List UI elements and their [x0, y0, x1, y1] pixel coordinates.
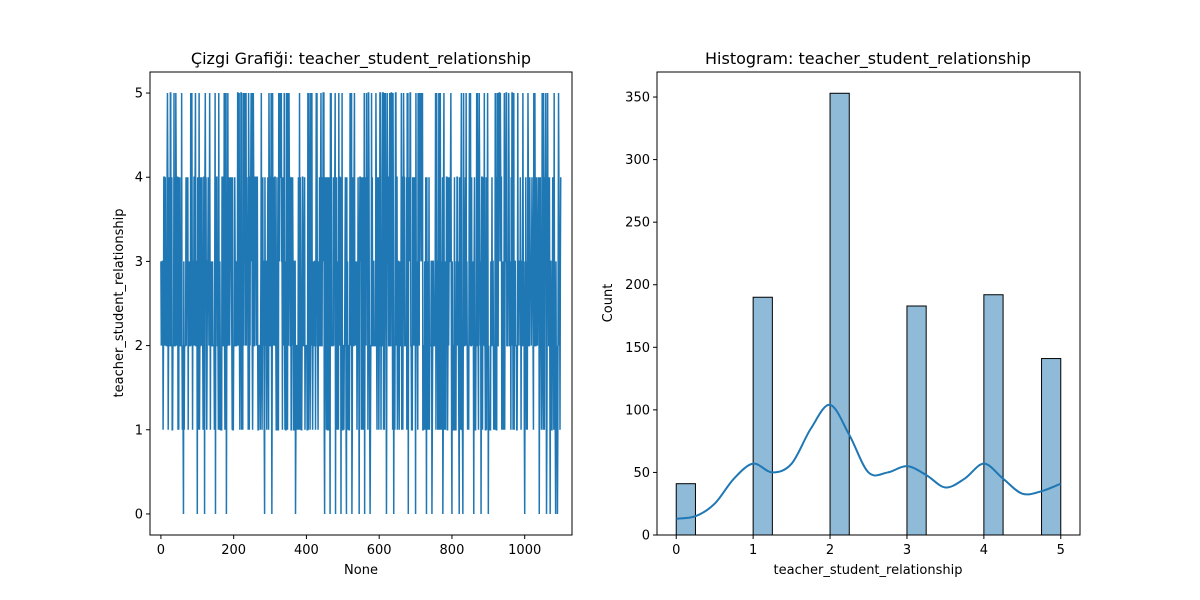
histogram-kde-curve	[676, 403, 1062, 520]
histogram-x-axis-label: teacher_student_relationship	[774, 563, 963, 578]
histogram-y-tick-label: 200	[625, 278, 650, 293]
histogram-bar	[1041, 358, 1062, 536]
histogram-bar	[675, 483, 696, 536]
line-chart: Çizgi Grafiği: teacher_student_relations…	[112, 49, 573, 578]
histogram-y-tick-label: 50	[633, 466, 650, 481]
histogram-chart: Histogram: teacher_student_relationship …	[601, 49, 1081, 578]
line-x-tick-label: 1000	[508, 543, 541, 558]
line-x-axis-label: None	[344, 563, 378, 578]
line-x-tick-label: 600	[367, 543, 392, 558]
histogram-y-tick-label: 100	[625, 403, 650, 418]
line-y-axis-label: teacher_student_relationship	[112, 209, 127, 398]
line-chart-title: Çizgi Grafiği: teacher_student_relations…	[191, 49, 531, 69]
histogram-y-tick-label: 250	[625, 216, 650, 231]
histogram-x-tick-label: 0	[672, 543, 680, 558]
histogram-x-tick-label: 3	[903, 543, 911, 558]
line-x-tick-label: 200	[221, 543, 246, 558]
line-y-tick-label: 2	[135, 339, 143, 354]
histogram-y-axis-label: Count	[601, 284, 616, 323]
histogram-bar	[752, 296, 773, 536]
line-plot-frame	[149, 71, 573, 536]
line-series-path	[160, 92, 562, 514]
line-x-tick-label: 800	[440, 543, 465, 558]
histogram-plot-frame	[656, 71, 1081, 536]
histogram-bar	[983, 294, 1004, 536]
histogram-x-tick-label: 1	[749, 543, 757, 558]
line-y-axis: 0 1 2 3 4 5	[135, 87, 150, 522]
histogram-x-tick-label: 2	[826, 543, 834, 558]
histogram-y-tick-label: 0	[642, 529, 650, 544]
histogram-bar	[906, 305, 927, 536]
histogram-y-tick-label: 300	[625, 153, 650, 168]
histogram-title: Histogram: teacher_student_relationship	[705, 49, 1031, 69]
line-x-tick-label: 400	[294, 543, 319, 558]
line-series	[160, 92, 562, 514]
histogram-x-axis: 0 1 2 3 4 5	[672, 535, 1065, 558]
histogram-x-tick-label: 5	[1057, 543, 1065, 558]
line-y-tick-label: 4	[135, 171, 143, 186]
line-y-tick-label: 0	[135, 507, 143, 522]
histogram-x-tick-label: 4	[980, 543, 988, 558]
line-y-tick-label: 3	[135, 255, 143, 270]
line-y-tick-label: 1	[135, 423, 143, 438]
line-y-tick-label: 5	[135, 87, 143, 102]
histogram-y-axis: 0 50 100 150 200 250 300 350	[625, 91, 657, 544]
line-x-tick-label: 0	[157, 543, 165, 558]
histogram-bar	[829, 92, 850, 536]
histogram-y-tick-label: 150	[625, 341, 650, 356]
histogram-y-tick-label: 350	[625, 91, 650, 106]
line-x-axis: 0 200 400 600 800 1000	[157, 535, 541, 558]
histogram-kde	[676, 403, 1062, 520]
